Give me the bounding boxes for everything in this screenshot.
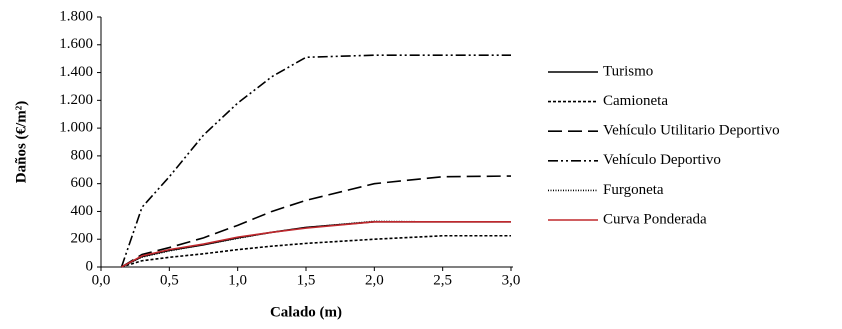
x-tick-label: 0,5 — [160, 272, 179, 288]
y-tick-label: 1.400 — [59, 64, 93, 80]
y-tick-label: 200 — [71, 231, 94, 247]
x-tick-label: 1,5 — [297, 272, 316, 288]
x-tick-label: 3,0 — [502, 272, 521, 288]
series-line — [120, 54, 511, 268]
x-tick-label: 1,0 — [228, 272, 247, 288]
y-tick-label: 400 — [71, 203, 94, 219]
x-tick-label: 0,0 — [92, 272, 111, 288]
y-tick-label: 1.200 — [59, 92, 93, 108]
y-tick-label: 0 — [86, 258, 94, 274]
legend-label: Camioneta — [603, 93, 668, 109]
x-tick-label: 2,5 — [433, 272, 452, 288]
y-tick-label: 1.800 — [59, 8, 93, 24]
series-line — [121, 175, 512, 268]
legend-label: Curva Ponderada — [603, 211, 707, 227]
y-tick-label: 1.000 — [59, 120, 93, 136]
legend-label: Vehículo Utilitario Deportivo — [603, 123, 780, 139]
y-tick-label: 1.600 — [59, 36, 93, 52]
legend-label: Vehículo Deportivo — [603, 152, 721, 168]
legend-label: Turismo — [603, 63, 653, 79]
x-tick-label: 2,0 — [365, 272, 384, 288]
y-tick-label: 800 — [71, 147, 94, 163]
series-line — [121, 234, 511, 268]
series-line — [121, 221, 511, 268]
y-tick-label: 600 — [71, 175, 94, 191]
legend-label: Furgoneta — [603, 182, 664, 198]
y-axis-title: Daños (€/m²) — [13, 101, 29, 183]
x-axis-title: Calado (m) — [270, 304, 342, 320]
